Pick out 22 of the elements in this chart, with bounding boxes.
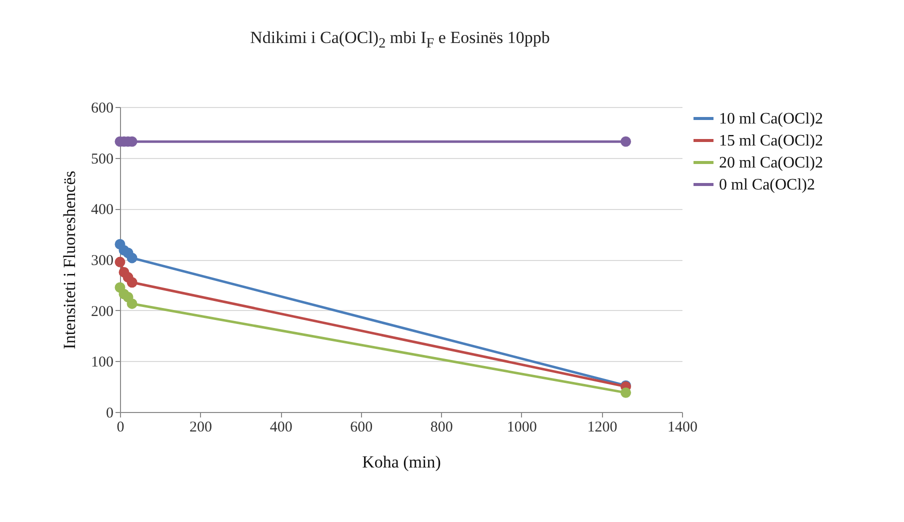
x-tick-label: 1200: [587, 420, 618, 436]
x-tick-label: 1000: [506, 420, 537, 436]
y-tick-label: 400: [91, 202, 114, 218]
legend-label: 10 ml Ca(OCl)2: [719, 110, 823, 128]
legend-label: 0 ml Ca(OCl)2: [719, 176, 815, 194]
x-tick-label: 1400: [668, 420, 698, 436]
y-axis-title: Intensiteti i Fluoreshencës: [60, 170, 79, 350]
y-tick-label: 0: [106, 406, 114, 422]
x-tick-label: 600: [350, 420, 373, 436]
y-tick-label: 200: [91, 304, 114, 320]
y-tick-label: 300: [91, 253, 114, 269]
x-tick-label: 200: [190, 420, 212, 436]
x-tick-label: 400: [270, 420, 292, 436]
x-tick-label: 0: [116, 420, 124, 436]
x-axis-title: Koha (min): [362, 452, 441, 472]
chart-title: Ndikimi i Ca(OCl)$_{2}$ mbi I$_{F}$ e Eosinës 10ppb: [249, 28, 551, 52]
y-tick-label: 100: [91, 354, 114, 371]
y-tick-label: 500: [91, 151, 114, 168]
y-tick-label: 600: [91, 100, 114, 116]
legend-label: 20 ml Ca(OCl)2: [719, 154, 823, 172]
x-tick-label: 800: [430, 420, 453, 436]
legend-label: 15 ml Ca(OCl)2: [719, 132, 823, 150]
